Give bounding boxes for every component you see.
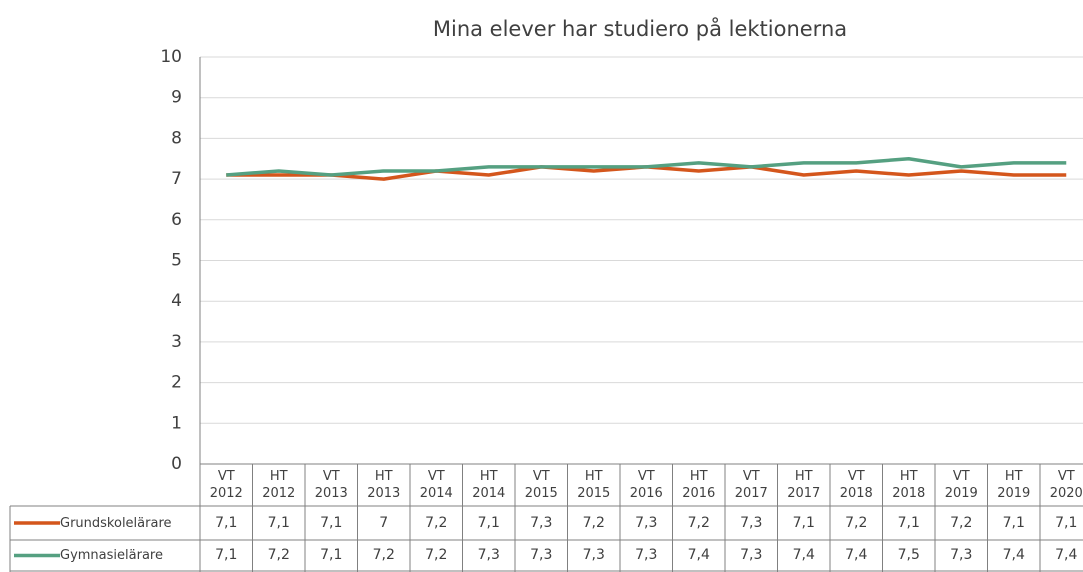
x-tick-label: HT 2016 xyxy=(682,469,716,501)
data-label: 7,2 xyxy=(372,547,395,563)
data-label: 7,2 xyxy=(687,514,710,531)
x-tick-label: VT 2016 xyxy=(629,469,663,501)
x-tick-label: VT 2018 xyxy=(839,469,873,501)
data-label: 7,1 xyxy=(267,514,290,531)
data-label: 7,3 xyxy=(635,547,658,563)
data-label: 7,3 xyxy=(950,547,973,563)
x-tick-label: VT 2012 xyxy=(209,469,243,501)
legend-label: Grundskolelärare xyxy=(60,515,172,531)
x-tick-label: VT 2017 xyxy=(734,469,768,501)
data-label: 7,2 xyxy=(950,514,973,531)
data-label: 7,1 xyxy=(897,514,920,531)
data-label: 7,3 xyxy=(530,547,553,563)
legend-label: Gymnasielärare xyxy=(60,548,163,563)
data-label: 7,2 xyxy=(425,547,448,563)
y-tick-label: 9 xyxy=(171,88,182,108)
data-label: 7,1 xyxy=(477,514,500,531)
y-tick-label: 6 xyxy=(171,210,182,230)
x-tick-label: HT 2019 xyxy=(997,469,1031,501)
y-tick-label: 8 xyxy=(171,128,182,148)
series-line xyxy=(226,157,1067,177)
data-label: 7,2 xyxy=(267,547,290,563)
x-tick-label: HT 2017 xyxy=(787,469,821,501)
data-label: 7,4 xyxy=(687,547,710,563)
data-label: 7,1 xyxy=(215,514,238,531)
data-label: 7,1 xyxy=(1002,514,1025,531)
y-tick-label: 2 xyxy=(171,373,182,393)
data-label: 7,1 xyxy=(320,547,343,563)
data-label: 7,2 xyxy=(425,514,448,531)
data-label: 7,3 xyxy=(740,514,763,531)
data-label: 7,2 xyxy=(845,514,868,531)
x-tick-label: HT 2012 xyxy=(262,469,296,501)
data-label: 7,3 xyxy=(635,514,658,531)
x-tick-label: VT 2013 xyxy=(314,469,348,501)
data-label: 7,3 xyxy=(530,514,553,531)
x-tick-label: HT 2015 xyxy=(577,469,611,501)
x-tick-label: VT 2015 xyxy=(524,469,558,501)
y-tick-label: 4 xyxy=(171,291,182,311)
x-tick-label: VT 2019 xyxy=(944,469,978,501)
x-tick-label: HT 2014 xyxy=(472,469,506,501)
data-label: 7,5 xyxy=(897,547,920,563)
data-label: 7,4 xyxy=(845,547,868,563)
chart-title: Mina elever har studiero på lektionerna xyxy=(433,16,847,41)
data-label: 7,4 xyxy=(792,547,815,563)
data-label: 7,4 xyxy=(1002,547,1025,563)
y-tick-label: 3 xyxy=(171,332,182,352)
data-label: 7,1 xyxy=(215,547,238,563)
y-tick-label: 0 xyxy=(171,454,182,474)
data-label: 7,3 xyxy=(582,547,605,563)
x-tick-label: VT 2014 xyxy=(419,469,453,501)
data-label: 7,1 xyxy=(1055,514,1078,531)
data-label: 7,3 xyxy=(477,547,500,563)
data-label: 7,4 xyxy=(1055,547,1078,563)
x-tick-label: VT 2020 xyxy=(1049,469,1083,501)
y-tick-label: 7 xyxy=(171,169,182,189)
data-label: 7,1 xyxy=(320,514,343,531)
x-tick-label: HT 2018 xyxy=(892,469,926,501)
data-label: 7,2 xyxy=(582,514,605,531)
x-tick-label: HT 2013 xyxy=(367,469,401,501)
data-label: 7,1 xyxy=(792,514,815,531)
y-tick-label: 5 xyxy=(171,251,182,271)
data-label: 7,3 xyxy=(740,547,763,563)
y-tick-label: 1 xyxy=(171,413,182,433)
data-label: 7 xyxy=(379,514,389,531)
y-tick-label: 10 xyxy=(160,47,182,67)
